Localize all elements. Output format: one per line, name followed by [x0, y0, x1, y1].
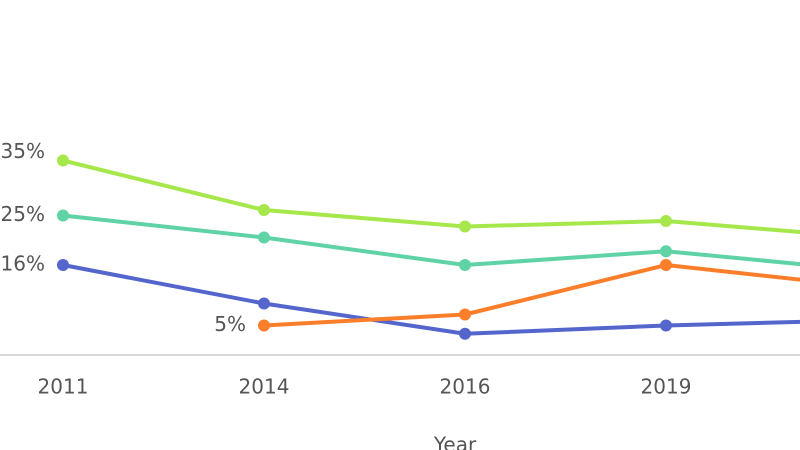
point — [660, 259, 672, 271]
x-tick-label: 2016 — [440, 375, 491, 399]
point — [660, 245, 672, 258]
x-tick-label: 2014 — [239, 375, 290, 399]
point — [459, 327, 471, 340]
data-label: 16% — [1, 252, 45, 276]
point — [459, 308, 471, 321]
point — [258, 297, 270, 310]
point — [57, 154, 69, 167]
line — [62, 263, 800, 336]
line — [263, 263, 800, 328]
x-tick-label: 2011 — [38, 375, 89, 399]
x-axis-title: Year — [433, 433, 477, 450]
point — [57, 259, 69, 271]
point — [660, 215, 672, 227]
point — [258, 231, 270, 244]
point — [459, 259, 471, 271]
data-label: 35% — [1, 139, 45, 163]
point — [258, 204, 270, 216]
point — [660, 319, 672, 332]
data-label: 5% — [214, 312, 246, 336]
x-tick-label: 2019 — [641, 375, 692, 399]
point — [258, 319, 270, 332]
point — [57, 209, 69, 222]
point — [459, 220, 471, 233]
data-label: 25% — [1, 202, 45, 226]
